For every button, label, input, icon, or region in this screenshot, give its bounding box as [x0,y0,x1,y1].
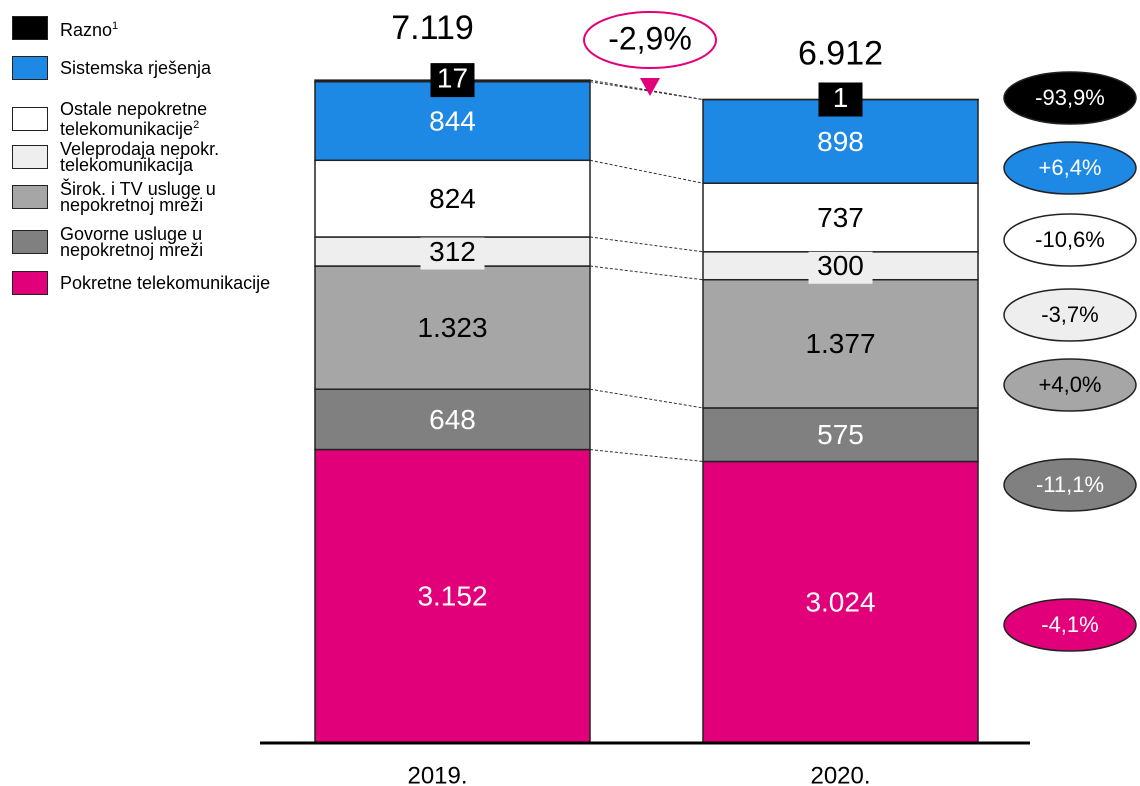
x-tick-label: 2020. [810,762,870,786]
segment-label: 17 [437,63,468,94]
bar-segment [702,407,979,463]
total-label: 6.912 [798,34,883,72]
change-bubble [1003,213,1137,267]
change-label: +4,0% [1039,372,1102,397]
legend-label: Razno [60,20,113,40]
change-label: -93,9% [1035,85,1105,110]
total-change-label: -2,9% [608,20,692,56]
legend-text: Ostale nepokretne telekomunikacije2 [60,99,275,139]
change-bubble [1003,71,1137,125]
segment-label: 312 [429,236,476,267]
total-label: 7.119 [391,9,474,47]
legend-text: Razno1 [60,18,119,40]
connector [589,159,704,184]
legend-note: 1 [112,20,119,32]
connector [589,265,704,281]
legend-item: Ostale nepokretne telekomunikacije2 [12,99,275,139]
change-bubble [1003,358,1137,412]
bar-segment [314,448,591,744]
change-bubble [1003,288,1137,342]
x-tick-label: 2019. [407,762,467,786]
legend-label: Sistemska rješenja [60,58,212,78]
label-box [808,251,873,284]
legend-text: Sistemska rješenja [60,58,212,78]
legend-swatch [12,271,48,295]
label-box [430,63,475,98]
legend-swatch [12,16,48,40]
segment-label: 575 [817,419,864,450]
label-box [818,82,863,117]
connector [589,236,704,253]
change-arrow [640,78,660,96]
bar-segment [314,388,591,451]
change-bubble [1003,598,1137,652]
change-label: -4,1% [1041,612,1098,637]
legend-item: Veleprodaja nepokr. telekomunikacija [12,139,275,175]
legend-text: Govorne usluge u nepokretnoj mreži [60,224,275,260]
label-box [420,237,485,270]
connector [589,388,704,409]
change-label: -3,7% [1041,302,1098,327]
legend-text: Veleprodaja nepokr. telekomunikacija [60,139,275,175]
legend-swatch [12,230,48,254]
segment-label: 844 [429,105,476,136]
legend-item: Razno1 [12,16,118,40]
label-box [420,184,485,217]
label-box [808,203,873,236]
bar-segment [702,278,979,409]
total-change-bubble [583,11,717,69]
segment-label: 300 [817,250,864,281]
segment-label: 3.152 [417,581,487,612]
legend-label: Veleprodaja nepokr. telekomunikacija [60,139,220,175]
segment-label: 824 [429,183,476,214]
legend-swatch [12,145,48,169]
legend-swatch [12,107,48,131]
legend-label: Ostale nepokretne telekomunikacije [60,99,208,139]
segment-label: 3.024 [805,587,875,618]
segment-label: 1 [833,82,849,113]
bar-segment [702,460,979,744]
legend-label: Pokretne telekomunikacije [60,273,271,293]
legend-item: Širok. i TV usluge u nepokretnoj mreži [12,179,275,215]
legend-item: Govorne usluge u nepokretnoj mreži [12,224,275,260]
change-label: -11,1% [1036,472,1104,497]
legend-label: Širok. i TV usluge u nepokretnoj mreži [60,179,216,215]
legend-label: Govorne usluge u nepokretnoj mreži [60,224,204,260]
change-label: +6,4% [1039,155,1102,180]
change-bubble [1003,458,1137,512]
legend-swatch [12,185,48,209]
connector [589,79,704,100]
legend-text: Pokretne telekomunikacije [60,273,271,293]
segment-label: 1.377 [805,328,875,359]
change-label: -10,6% [1035,227,1105,252]
legend-item: Sistemska rješenja [12,56,211,80]
connector [589,449,704,462]
legend-note: 2 [193,119,200,131]
segment-label: 898 [817,126,864,157]
segment-label: 737 [817,202,864,233]
legend-text: Širok. i TV usluge u nepokretnoj mreži [60,179,275,215]
segment-label: 1.323 [417,312,487,343]
segment-label: 648 [429,404,476,435]
change-bubble [1003,141,1137,195]
legend-swatch [12,56,48,80]
legend-item: Pokretne telekomunikacije [12,271,270,295]
